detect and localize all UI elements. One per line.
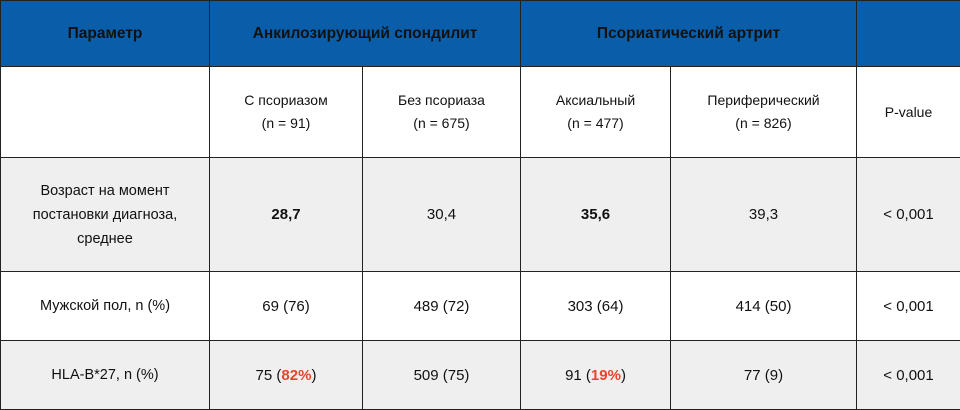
row-label-line: постановки диагноза,	[1, 203, 209, 227]
row-label-hla: HLA-B*27, n (%)	[1, 341, 210, 410]
subheader-axial: Аксиальный (n = 477)	[521, 67, 671, 158]
row-label-male: Мужской пол, n (%)	[1, 272, 210, 341]
subheader-label: С псориазом	[210, 89, 362, 112]
subheader-count: (n = 826)	[671, 112, 856, 135]
table-row-male: Мужской пол, n (%) 69 (76) 489 (72) 303 …	[1, 272, 960, 341]
cell-hla-without-psoriasis: 509 (75)	[363, 341, 521, 410]
cell-age-pvalue: < 0,001	[857, 158, 960, 272]
subheader-empty	[1, 67, 210, 158]
subheader-row: С псориазом (n = 91) Без псориаза (n = 6…	[1, 67, 960, 158]
cell-hla-pvalue: < 0,001	[857, 341, 960, 410]
cell-value-highlight: 19%	[591, 367, 621, 384]
cell-male-without-psoriasis: 489 (72)	[363, 272, 521, 341]
header-row: Параметр Анкилозирующий спондилит Псориа…	[1, 1, 960, 67]
cell-hla-with-psoriasis: 75 (82%)	[210, 341, 363, 410]
subheader-peripheral: Периферический (n = 826)	[671, 67, 857, 158]
table-row-hla: HLA-B*27, n (%) 75 (82%) 509 (75) 91 (19…	[1, 341, 960, 410]
cell-age-peripheral: 39,3	[671, 158, 857, 272]
row-label-line: Возраст на момент	[1, 179, 209, 203]
header-parameter: Параметр	[1, 1, 210, 67]
cell-age-with-psoriasis: 28,7	[210, 158, 363, 272]
subheader-label: Периферический	[671, 89, 856, 112]
subheader-label: Без псориаза	[363, 89, 520, 112]
cell-male-pvalue: < 0,001	[857, 272, 960, 341]
header-ankylosing-spondylitis: Анкилозирующий спондилит	[210, 1, 521, 67]
header-empty	[857, 1, 960, 67]
cell-hla-axial: 91 (19%)	[521, 341, 671, 410]
cell-male-peripheral: 414 (50)	[671, 272, 857, 341]
row-label-age: Возраст на момент постановки диагноза, с…	[1, 158, 210, 272]
cell-hla-peripheral: 77 (9)	[671, 341, 857, 410]
cell-age-axial: 35,6	[521, 158, 671, 272]
table-row-age: Возраст на момент постановки диагноза, с…	[1, 158, 960, 272]
subheader-label: Аксиальный	[521, 89, 670, 112]
cell-value-close: )	[621, 367, 626, 384]
cell-value-highlight: 82%	[281, 367, 311, 384]
row-label-line: среднее	[1, 227, 209, 251]
subheader-pvalue: P-value	[857, 67, 960, 158]
subheader-count: (n = 477)	[521, 112, 670, 135]
cell-value: 91 (	[565, 367, 591, 384]
subheader-without-psoriasis: Без псориаза (n = 675)	[363, 67, 521, 158]
cell-value-close: )	[311, 367, 316, 384]
cell-male-axial: 303 (64)	[521, 272, 671, 341]
subheader-count: (n = 675)	[363, 112, 520, 135]
subheader-count: (n = 91)	[210, 112, 362, 135]
cell-value: 75 (	[256, 367, 282, 384]
header-psoriatic-arthritis: Псориатический артрит	[521, 1, 857, 67]
subheader-with-psoriasis: С псориазом (n = 91)	[210, 67, 363, 158]
cell-male-with-psoriasis: 69 (76)	[210, 272, 363, 341]
cell-age-without-psoriasis: 30,4	[363, 158, 521, 272]
